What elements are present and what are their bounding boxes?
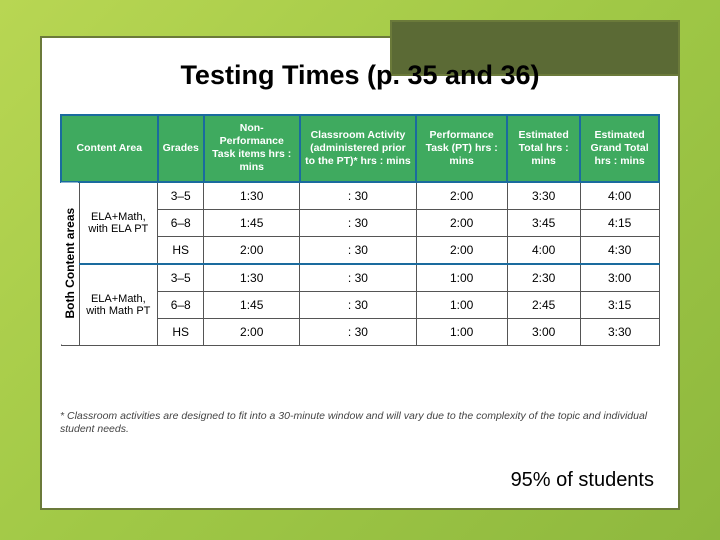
cell-pt: 1:00 — [416, 291, 507, 318]
th-grades: Grades — [158, 115, 204, 182]
cell-classroom: : 30 — [300, 291, 417, 318]
cell-total: 3:30 — [507, 182, 580, 210]
cell-grand: 3:00 — [580, 264, 659, 292]
cell-grand: 4:15 — [580, 209, 659, 236]
cell-nonpt: 2:00 — [204, 318, 300, 345]
cell-pt: 1:00 — [416, 318, 507, 345]
cell-pt: 2:00 — [416, 182, 507, 210]
testing-times-table-wrap: Content Area Grades Non-Performance Task… — [60, 114, 660, 346]
vertical-section-label: Both Content areas — [61, 182, 79, 346]
th-classroom: Classroom Activity (administered prior t… — [300, 115, 417, 182]
cell-grand: 3:30 — [580, 318, 659, 345]
cell-grades: HS — [158, 318, 204, 345]
th-non-pt: Non-Performance Task items hrs : mins — [204, 115, 300, 182]
group-label: ELA+Math, with ELA PT — [79, 182, 158, 264]
table-row: ELA+Math, with Math PT 3–5 1:30 : 30 1:0… — [61, 264, 659, 292]
cell-total: 3:45 — [507, 209, 580, 236]
cell-grades: 3–5 — [158, 182, 204, 210]
cell-classroom: : 30 — [300, 182, 417, 210]
th-est-total: Estimated Total hrs : mins — [507, 115, 580, 182]
cell-total: 4:00 — [507, 236, 580, 264]
cell-total: 3:00 — [507, 318, 580, 345]
th-grand-total: Estimated Grand Total hrs : mins — [580, 115, 659, 182]
group-label: ELA+Math, with Math PT — [79, 264, 158, 346]
cell-classroom: : 30 — [300, 264, 417, 292]
cell-classroom: : 30 — [300, 209, 417, 236]
slide-frame: Testing Times (p. 35 and 36) Content Are… — [40, 36, 680, 510]
cell-grand: 4:30 — [580, 236, 659, 264]
cell-pt: 1:00 — [416, 264, 507, 292]
cell-classroom: : 30 — [300, 318, 417, 345]
cell-pt: 2:00 — [416, 236, 507, 264]
th-content-area: Content Area — [61, 115, 158, 182]
cell-nonpt: 1:45 — [204, 291, 300, 318]
cell-classroom: : 30 — [300, 236, 417, 264]
cell-grand: 3:15 — [580, 291, 659, 318]
cell-grades: HS — [158, 236, 204, 264]
cell-nonpt: 1:45 — [204, 209, 300, 236]
cell-nonpt: 1:30 — [204, 182, 300, 210]
footnote-text: * Classroom activities are designed to f… — [60, 410, 660, 435]
cell-grand: 4:00 — [580, 182, 659, 210]
cell-nonpt: 1:30 — [204, 264, 300, 292]
table-row: Both Content areas ELA+Math, with ELA PT… — [61, 182, 659, 210]
table-header-row: Content Area Grades Non-Performance Task… — [61, 115, 659, 182]
cell-grades: 6–8 — [158, 209, 204, 236]
cell-grades: 3–5 — [158, 264, 204, 292]
cell-grades: 6–8 — [158, 291, 204, 318]
cell-total: 2:30 — [507, 264, 580, 292]
testing-times-table: Content Area Grades Non-Performance Task… — [60, 114, 660, 346]
cell-pt: 2:00 — [416, 209, 507, 236]
cell-nonpt: 2:00 — [204, 236, 300, 264]
th-pt: Performance Task (PT) hrs : mins — [416, 115, 507, 182]
bottom-highlight-text: 95% of students — [511, 469, 654, 492]
slide-title: Testing Times (p. 35 and 36) — [42, 60, 678, 91]
cell-total: 2:45 — [507, 291, 580, 318]
